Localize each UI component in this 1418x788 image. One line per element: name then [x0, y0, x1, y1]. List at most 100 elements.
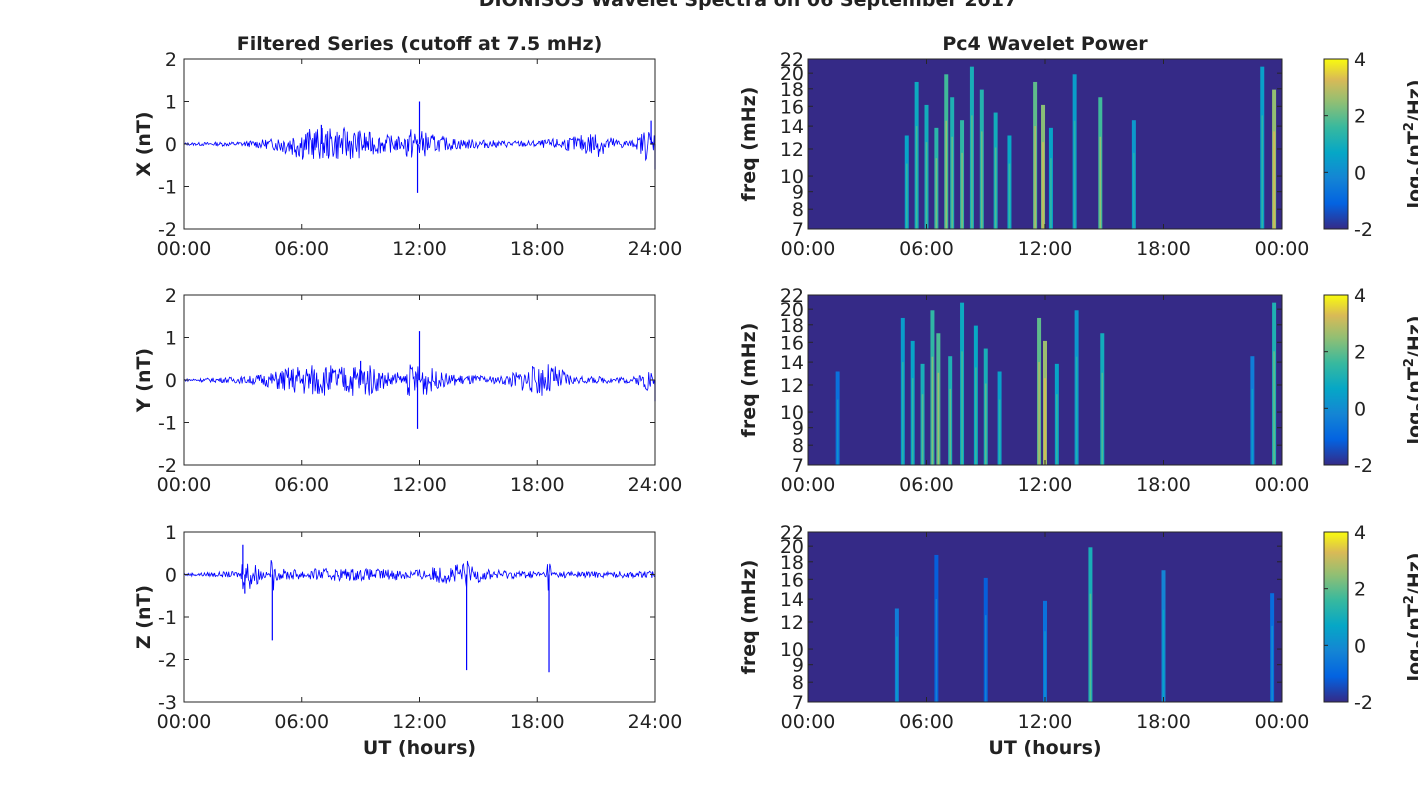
- y-tick-label: 22: [780, 522, 804, 544]
- x-tick-label: 18:00: [1136, 474, 1191, 496]
- x-tick-label: 00:00: [157, 474, 212, 496]
- x-tick-label: 12:00: [392, 474, 447, 496]
- y-tick-label: 9: [792, 182, 804, 204]
- colorbar-tick-label: 2: [1354, 106, 1366, 128]
- wavelet-burst-core: [1273, 351, 1275, 465]
- wavelet-burst-core: [935, 599, 938, 702]
- y-tick-label: -3: [158, 692, 177, 714]
- wavelet-burst-core: [1042, 142, 1044, 229]
- x-tick-label: 00:00: [157, 238, 212, 260]
- wavelet-burst-core: [1271, 625, 1273, 702]
- y-axis-label: freq (mHz): [738, 560, 760, 675]
- y-tick-label: 0: [165, 565, 177, 587]
- wavelet-burst-core: [911, 378, 914, 465]
- wavelet-burst-core: [915, 126, 918, 229]
- x-tick-label: 18:00: [1136, 711, 1191, 733]
- x-tick-label: 24:00: [628, 474, 683, 496]
- colorbar: [1323, 531, 1349, 703]
- x-tick-label: 00:00: [781, 238, 836, 260]
- x-tick-label: 18:00: [510, 238, 565, 260]
- wavelet-burst-core: [1038, 362, 1040, 465]
- x-tick-label: 06:00: [274, 711, 329, 733]
- y-tick-label: 12: [780, 375, 804, 397]
- x-axis-label: UT (hours): [988, 737, 1101, 759]
- panel-title: Pc4 Wavelet Power: [942, 33, 1148, 55]
- series-line: [183, 126, 656, 162]
- wavelet-burst-core: [1261, 115, 1264, 229]
- colorbar: [1323, 58, 1349, 230]
- x-tick-label: 00:00: [1255, 238, 1310, 260]
- y-tick-label: 16: [780, 569, 804, 591]
- y-tick-label: -1: [158, 607, 177, 629]
- y-tick-label: 1: [165, 92, 177, 114]
- y-tick-label: 9: [792, 418, 804, 440]
- wavelet-burst-core: [961, 351, 963, 465]
- y-axis-label: Y (nT): [133, 348, 155, 413]
- y-tick-label: 18: [780, 79, 804, 101]
- figure-title: DIONISOS Wavelet Spectra on 06 September…: [479, 0, 1017, 11]
- x-tick-label: 00:00: [1255, 711, 1310, 733]
- x-tick-label: 00:00: [1255, 474, 1310, 496]
- wavelet-burst-core: [1008, 163, 1011, 229]
- wavelet-burst-core: [921, 394, 924, 465]
- x-tick-label: 24:00: [628, 238, 683, 260]
- colorbar-tick-label: 2: [1354, 342, 1366, 364]
- y-axis-label: freq (mHz): [738, 323, 760, 438]
- y-axis-label: Z (nT): [133, 585, 155, 649]
- wavelet-burst-core: [1089, 593, 1092, 702]
- wavelet-burst-core: [1056, 394, 1058, 465]
- y-tick-label: 0: [165, 134, 177, 156]
- wavelet-burst-core: [961, 152, 963, 229]
- y-tick-label: -1: [158, 177, 177, 199]
- colorbar-label: log2(nT2/Hz): [1402, 79, 1418, 208]
- wavelet-burst-core: [1044, 631, 1046, 702]
- y-tick-label: 12: [780, 139, 804, 161]
- wavelet-burst-core: [1251, 388, 1254, 465]
- wavelet-burst-core: [937, 372, 940, 465]
- x-tick-label: 06:00: [274, 474, 329, 496]
- wavelet-burst-core: [931, 356, 934, 465]
- y-tick-label: 14: [780, 352, 804, 374]
- wavelet-burst-core: [994, 147, 997, 229]
- y-tick-label: -2: [158, 219, 177, 241]
- y-tick-label: 20: [780, 536, 804, 558]
- y-tick-label: 0: [165, 370, 177, 392]
- wavelet-burst-core: [1101, 372, 1104, 465]
- y-tick-label: 2: [165, 49, 177, 71]
- y-tick-label: -1: [158, 413, 177, 435]
- colorbar-tick-label: 4: [1354, 285, 1366, 307]
- y-tick-label: 2: [165, 285, 177, 307]
- y-tick-label: 7: [792, 219, 804, 241]
- wavelet-burst-core: [984, 615, 987, 702]
- colorbar-label: log2(nT2/Hz): [1402, 552, 1418, 681]
- series-panel-3: -3 -2 -1 0 1 Z (nT) 00:00 06:00 12:00 18:00 24:00 U…: [133, 522, 682, 759]
- y-tick-label: 1: [165, 522, 177, 544]
- y-tick-label: 14: [780, 116, 804, 138]
- colorbar-tick-label: -2: [1354, 219, 1373, 241]
- series-panel-2: -2 -1 0 1 2 Y (nT) 00:00 06:00 12:00 18:00 24:00: [133, 285, 682, 496]
- colorbar-tick-label: 0: [1354, 162, 1366, 184]
- wavelet-burst-core: [1034, 126, 1036, 229]
- wavelet-burst-core: [896, 636, 898, 702]
- wavelet-burst-core: [984, 383, 987, 465]
- wavelet-burst-core: [951, 136, 953, 229]
- y-tick-label: 10: [780, 639, 804, 661]
- panel-title: Filtered Series (cutoff at 7.5 mHz): [237, 33, 603, 55]
- y-tick-label: 8: [792, 672, 804, 694]
- y-tick-label: 7: [792, 692, 804, 714]
- y-tick-label: 9: [792, 655, 804, 677]
- x-tick-label: 00:00: [157, 711, 212, 733]
- wavelet-burst-core: [925, 142, 928, 229]
- wavelet-burst-core: [998, 399, 1001, 465]
- wavelet-burst-core: [975, 367, 977, 465]
- y-tick-label: 8: [792, 435, 804, 457]
- x-tick-label: 18:00: [1136, 238, 1191, 260]
- wavelet-burst-core: [1273, 131, 1275, 229]
- colorbar: [1323, 294, 1349, 466]
- x-tick-label: 18:00: [510, 711, 565, 733]
- colorbar-tick-label: 4: [1354, 49, 1366, 71]
- colorbar-tick-label: 0: [1354, 635, 1366, 657]
- y-tick-label: 7: [792, 455, 804, 477]
